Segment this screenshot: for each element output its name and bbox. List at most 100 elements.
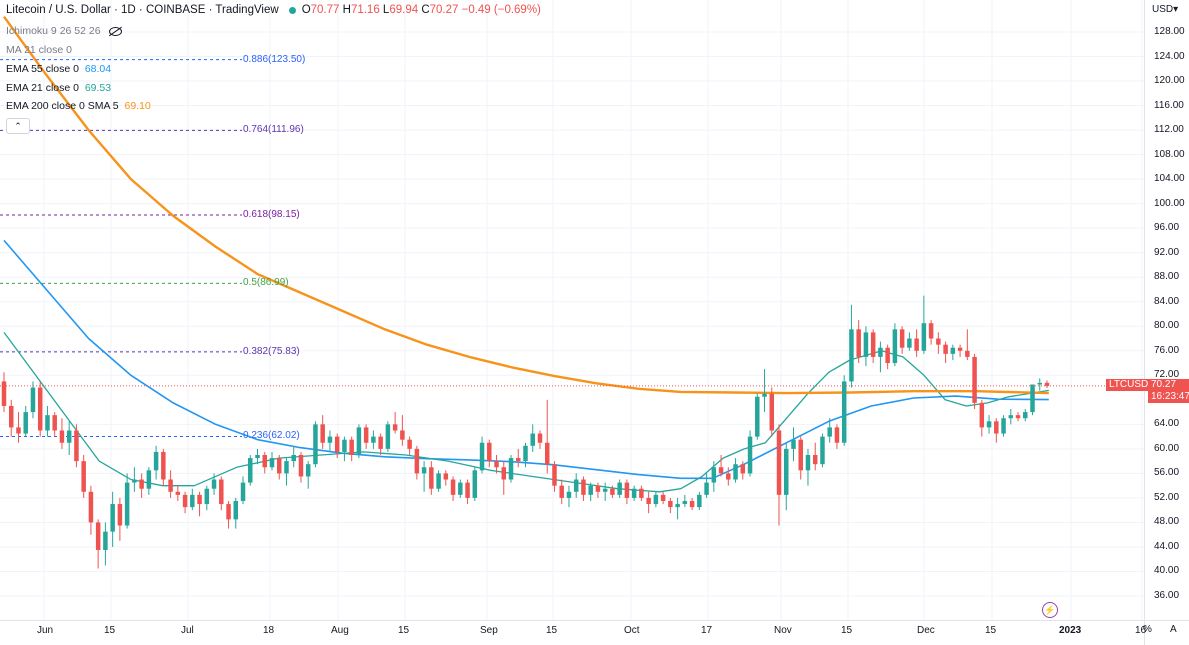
candle-body[interactable] (8, 405, 14, 428)
candle-body[interactable] (334, 436, 340, 452)
candle-body[interactable] (631, 488, 637, 498)
candle-body[interactable] (726, 473, 731, 480)
candle-body[interactable] (986, 421, 992, 428)
candle-body[interactable] (682, 500, 688, 505)
candle-body[interactable] (704, 482, 709, 495)
candle-body[interactable] (979, 402, 985, 428)
candle-body[interactable] (88, 491, 94, 523)
candle-body[interactable] (414, 448, 420, 474)
candle-body[interactable] (248, 458, 253, 483)
candle-body[interactable] (458, 482, 463, 495)
auto-scale-button[interactable]: A (1170, 624, 1177, 635)
candle-body[interactable] (537, 433, 543, 443)
candle-body[interactable] (443, 473, 449, 480)
candle-body[interactable] (1030, 384, 1035, 413)
candle-body[interactable] (124, 482, 130, 526)
candle-body[interactable] (639, 488, 644, 498)
candle-body[interactable] (581, 479, 586, 495)
candle-body[interactable] (747, 436, 753, 474)
candle-body[interactable] (305, 464, 311, 477)
candle-body[interactable] (66, 430, 72, 443)
candle-body[interactable] (139, 479, 144, 489)
candle-body[interactable] (1, 381, 7, 406)
candle-body[interactable] (226, 504, 231, 520)
candle-body[interactable] (863, 332, 869, 357)
candle-body[interactable] (356, 427, 362, 455)
candle-body[interactable] (429, 467, 434, 489)
candle-body[interactable] (450, 479, 456, 495)
candle-body[interactable] (957, 347, 963, 351)
candle-body[interactable] (899, 329, 905, 348)
candle-body[interactable] (298, 455, 304, 477)
collapse-legend-button[interactable]: ⌃ (6, 118, 30, 134)
candle-body[interactable] (284, 461, 289, 474)
candle-body[interactable] (407, 439, 412, 449)
candle-body[interactable] (117, 504, 123, 526)
candle-body[interactable] (59, 430, 65, 443)
candle-body[interactable] (16, 427, 21, 434)
candle-body[interactable] (653, 494, 659, 505)
candle-body[interactable] (914, 338, 919, 351)
candle-body[interactable] (103, 531, 108, 551)
candle-body[interactable] (965, 350, 970, 357)
candle-body[interactable] (81, 461, 86, 492)
candle-body[interactable] (501, 467, 507, 480)
candle-body[interactable] (161, 451, 166, 480)
candle-body[interactable] (132, 479, 137, 483)
candle-body[interactable] (494, 461, 499, 468)
candle-body[interactable] (1015, 415, 1021, 419)
candle-body[interactable] (755, 396, 760, 437)
candle-body[interactable] (219, 479, 224, 505)
candle-body[interactable] (1044, 382, 1050, 386)
candle-body[interactable] (400, 430, 405, 440)
candle-body[interactable] (834, 427, 840, 443)
candle-body[interactable] (870, 332, 876, 357)
candle-body[interactable] (392, 424, 398, 431)
candle-body[interactable] (544, 442, 550, 465)
candle-body[interactable] (255, 455, 260, 459)
candle-body[interactable] (689, 500, 695, 508)
candle-body[interactable] (718, 467, 724, 474)
candle-body[interactable] (936, 338, 941, 345)
candle-body[interactable] (740, 464, 746, 474)
candle-body[interactable] (784, 448, 789, 495)
candle-body[interactable] (530, 433, 535, 446)
lightning-icon[interactable]: ⚡ (1042, 602, 1058, 618)
candle-body[interactable] (168, 479, 173, 492)
candle-body[interactable] (552, 464, 557, 486)
candle-body[interactable] (892, 329, 898, 364)
candle-body[interactable] (146, 470, 152, 489)
candle-body[interactable] (943, 344, 948, 354)
candle-body[interactable] (878, 347, 883, 357)
candle-body[interactable] (733, 464, 738, 480)
ema55-legend[interactable]: EMA 55 close 0 68.04 (6, 63, 111, 75)
candle-body[interactable] (37, 387, 43, 431)
candle-body[interactable] (805, 455, 811, 471)
candle-body[interactable] (190, 494, 195, 508)
candle-body[interactable] (624, 482, 630, 498)
candle-body[interactable] (566, 491, 572, 498)
candle-body[interactable] (233, 500, 239, 520)
candle-body[interactable] (436, 473, 441, 489)
candle-body[interactable] (182, 494, 188, 508)
candle-body[interactable] (798, 439, 803, 471)
candle-body[interactable] (1023, 412, 1028, 419)
candle-body[interactable] (1001, 418, 1006, 434)
ema21-legend[interactable]: EMA 21 close 0 69.53 (6, 82, 111, 94)
candle-body[interactable] (363, 427, 369, 443)
candle-body[interactable] (313, 424, 318, 465)
candle-body[interactable] (827, 427, 832, 437)
candle-body[interactable] (668, 500, 673, 508)
candle-body[interactable] (885, 347, 890, 364)
candle-body[interactable] (95, 522, 101, 551)
ema200-legend[interactable]: EMA 200 close 0 SMA 5 69.10 (6, 100, 151, 112)
candle-body[interactable] (465, 482, 470, 498)
candle-body[interactable] (994, 421, 999, 434)
candle-body[interactable] (675, 504, 680, 508)
candle-body[interactable] (928, 323, 934, 339)
candle-body[interactable] (820, 436, 825, 465)
candle-body[interactable] (1008, 415, 1014, 419)
ichimoku-legend[interactable]: Ichimoku 9 26 52 26 (6, 25, 122, 37)
candle-body[interactable] (559, 485, 564, 498)
